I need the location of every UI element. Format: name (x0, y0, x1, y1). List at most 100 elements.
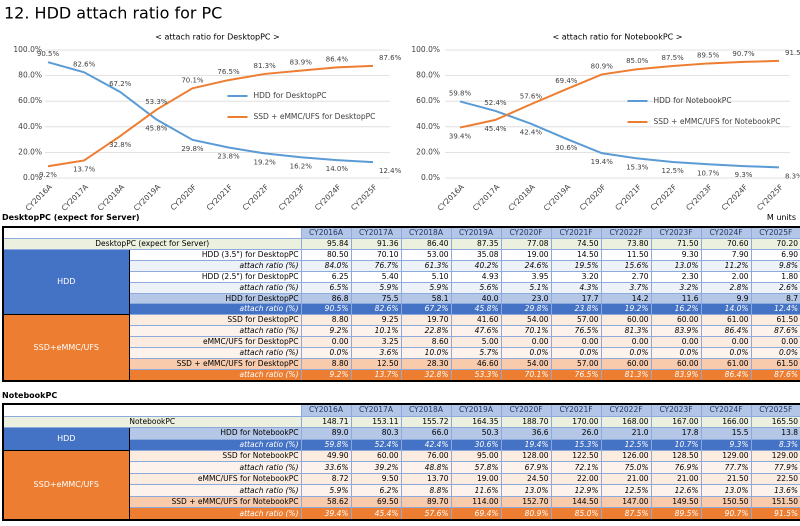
cell: 23.8% (550, 303, 602, 316)
column-header: CY2018A (400, 403, 452, 417)
legend-label: HDD for DesktopPC (254, 91, 327, 100)
cell: 7.90 (700, 248, 752, 261)
data-row: attach ratio (%) 39.4% 45.4% 57.6% 69.4% 80.9… (3, 507, 800, 521)
x-tick-label: CY2019A (132, 182, 163, 213)
x-tick-label: CY2025F (349, 182, 379, 212)
cell: 9.2% (300, 368, 352, 382)
data-label: 53.3% (145, 98, 168, 106)
cell: 8.7 (750, 292, 800, 305)
cell: 69.50 (350, 495, 402, 509)
y-tick-label: 100.0% (13, 45, 42, 54)
data-row: SSD + eMMC/UFS for DesktopPC 8.80 12.50 28.… (3, 357, 800, 370)
x-tick-label: CY2023F (277, 182, 307, 212)
cell: 32.8% (400, 368, 452, 382)
x-tick-label: CY2018A (96, 182, 127, 213)
cell: 70.10 (350, 248, 402, 261)
table-title: NotebookPC (2, 391, 58, 400)
cell: 57.6% (400, 507, 452, 521)
cell: 5.9% (400, 281, 452, 294)
cell: 21.0 (600, 427, 652, 440)
cell: 6.90 (750, 248, 800, 261)
cell: 15.6% (600, 259, 652, 272)
cell: 126.00 (600, 449, 652, 463)
cell: 47.6% (450, 325, 502, 338)
cell: 3.7% (600, 281, 652, 294)
cell: 69.4% (450, 507, 502, 521)
data-label: 45.4% (484, 125, 507, 133)
cell: 4.93 (450, 270, 502, 283)
column-header: CY2021F (550, 403, 602, 417)
data-label: 52.4% (484, 99, 507, 107)
cell: 0.0% (650, 347, 702, 359)
cell: 26.0 (550, 427, 602, 440)
line (47, 64, 374, 168)
cell: 9.25 (350, 314, 402, 327)
cell: 9.30 (650, 248, 702, 261)
cell: 70.20 (750, 238, 800, 250)
cell: 95.84 (300, 238, 352, 250)
cell: 40.2% (450, 259, 502, 272)
charts: 12. HDD attach ratio for PC < attach rat… (4, 4, 800, 213)
cell: 10.0% (400, 347, 452, 359)
column-header: CY2024F (700, 403, 752, 417)
cell: 10.7% (650, 438, 702, 452)
data-row: attach ratio (%) 9.2% 13.7% 32.8% 53.3% 70.1%… (3, 368, 800, 382)
x-tick-label: CY2017A (471, 182, 502, 213)
data-label: 9.3% (735, 171, 753, 179)
cell: 50.3 (450, 427, 502, 440)
cell: 23.0 (500, 292, 552, 305)
cell: 80.3 (350, 427, 402, 440)
data-label: 15.3% (626, 163, 649, 171)
data-label: 8.3% (785, 172, 800, 180)
column-header: CY2018A (400, 226, 452, 239)
row-label: eMMC/UFS for NotebookPC (128, 472, 302, 486)
cell: 165.50 (750, 415, 800, 429)
cell: 66.0 (400, 427, 452, 440)
cell: 33.6% (300, 461, 352, 474)
data-row: SSD + eMMC/UFS for NotebookPC 58.62 69.50 8… (3, 495, 800, 509)
row-label: attach ratio (%) (128, 259, 302, 272)
cell: 15.5 (700, 427, 752, 440)
row-label: SSD for DesktopPC (128, 314, 302, 327)
cell: 13.8 (750, 427, 800, 440)
cell: 12.6% (650, 484, 702, 497)
cell: 3.20 (550, 270, 602, 283)
cell: 2.70 (600, 270, 652, 283)
data-label: 14.0% (326, 165, 349, 173)
x-tick-label: CY2023F (684, 182, 714, 212)
row-label: eMMC/UFS for DesktopPC (128, 336, 302, 349)
cell: 3.6% (350, 347, 402, 359)
row-label: attach ratio (%) (128, 347, 302, 359)
data-label: 12.5% (662, 167, 685, 175)
cell: 76.00 (400, 449, 452, 463)
group-label: SSD+eMMC/UFS (2, 450, 130, 521)
cell: 83.9% (650, 325, 702, 338)
row-label: attach ratio (%) (128, 281, 302, 294)
cell: 52.4% (350, 438, 402, 452)
cell: 8.72 (300, 472, 352, 486)
cell: 76.5% (550, 325, 602, 338)
cell: 22.8% (400, 325, 452, 338)
cell: 3.2% (650, 281, 702, 294)
cell: 2.6% (750, 281, 800, 294)
column-header: CY2020F (500, 403, 552, 417)
x-tick-label: CY2016A (435, 182, 466, 213)
data-row: HDD for DesktopPC 86.8 75.5 58.1 40.0 23.0 17.… (3, 292, 800, 305)
data-label: 39.4% (449, 133, 472, 141)
cell: 122.50 (550, 449, 602, 463)
data-label: 86.4% (326, 55, 349, 63)
data-label: 90.7% (732, 50, 755, 58)
cell: 11.50 (600, 248, 652, 261)
cell: 60.00 (650, 357, 702, 370)
cell: 151.50 (750, 495, 800, 509)
cell: 61.50 (750, 357, 800, 370)
cell: 148.71 (300, 415, 352, 429)
data-label: 23.8% (217, 153, 240, 161)
cell: 76.5% (550, 368, 602, 382)
cell: 61.00 (700, 357, 752, 370)
cell: 166.00 (700, 415, 752, 429)
cell: 80.9% (500, 507, 552, 521)
column-header: CY2023F (650, 403, 702, 417)
column-header: CY2020F (500, 226, 552, 239)
cell: 41.60 (450, 314, 502, 327)
